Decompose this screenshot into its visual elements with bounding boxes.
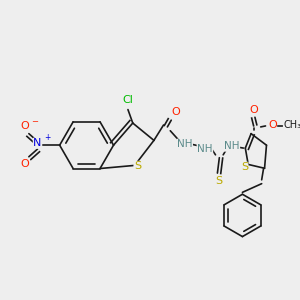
Text: N: N xyxy=(33,138,42,148)
Text: O: O xyxy=(268,120,277,130)
Text: NH: NH xyxy=(177,139,193,149)
Text: Cl: Cl xyxy=(122,95,134,105)
Text: S: S xyxy=(215,176,222,186)
Text: O: O xyxy=(250,105,258,115)
Text: CH₃: CH₃ xyxy=(284,120,300,130)
Text: NH: NH xyxy=(197,144,213,154)
Text: S: S xyxy=(241,162,248,172)
Text: −: − xyxy=(31,117,38,126)
Text: NH: NH xyxy=(224,141,240,151)
Text: O: O xyxy=(21,121,29,131)
Text: O: O xyxy=(21,159,29,170)
Text: +: + xyxy=(44,133,50,142)
Text: O: O xyxy=(172,107,180,118)
Text: S: S xyxy=(134,161,141,171)
